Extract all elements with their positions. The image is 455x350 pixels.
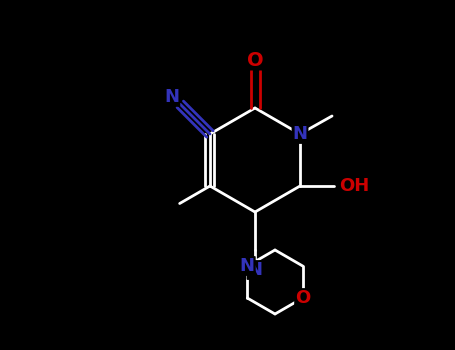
Text: N: N [248, 261, 263, 279]
Text: O: O [295, 289, 310, 307]
Text: O: O [247, 50, 263, 70]
Text: N: N [293, 125, 308, 143]
Text: OH: OH [339, 177, 369, 195]
Text: N: N [240, 257, 255, 275]
Text: N: N [164, 88, 179, 106]
